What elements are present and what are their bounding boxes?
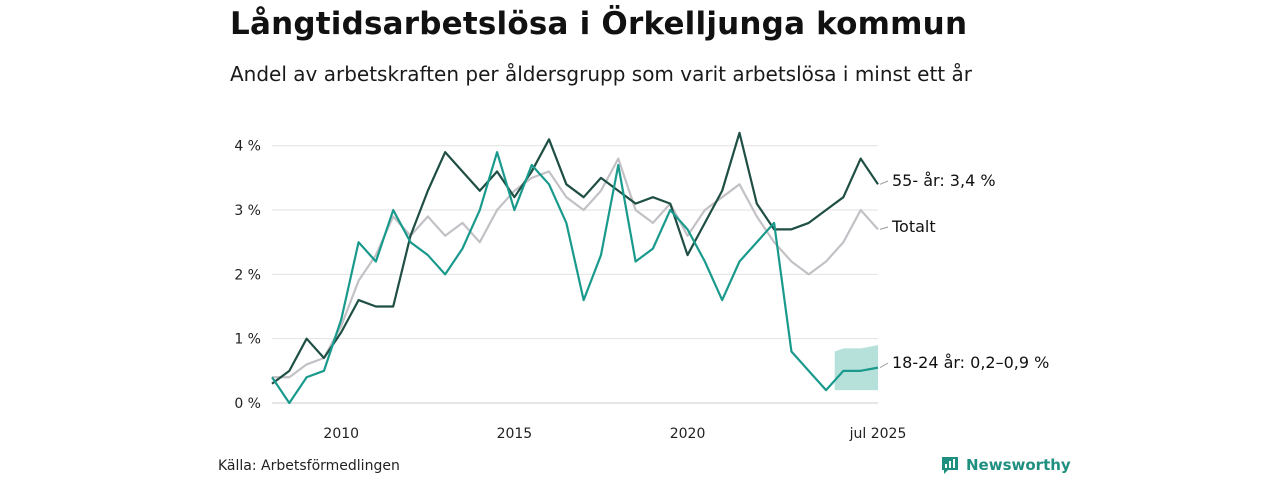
source-note: Källa: Arbetsförmedlingen (218, 458, 400, 474)
x-tick-label: 2020 (670, 426, 706, 442)
y-tick-label: 4 % (234, 139, 261, 155)
y-tick-label: 0 % (234, 396, 261, 412)
chart-subtitle: Andel av arbetskraften per åldersgrupp s… (230, 62, 972, 86)
series-line-18-24 (271, 151, 879, 405)
y-tick-label: 3 % (234, 203, 261, 219)
y-tick-label: 1 % (234, 332, 261, 348)
brand-logo: Newsworthy (940, 455, 1071, 475)
label-leader-totalt (879, 226, 889, 230)
brand-name: Newsworthy (966, 456, 1071, 474)
series-end-label-55plus: 55- år: 3,4 % (892, 171, 996, 190)
x-tick-label: jul 2025 (849, 426, 907, 442)
newsworthy-icon (942, 457, 958, 474)
series-end-label-totalt: Totalt (891, 217, 936, 236)
y-tick-label: 2 % (234, 267, 261, 283)
chart-title: Långtidsarbetslösa i Örkelljunga kommun (230, 6, 968, 42)
series-end-label-18-24: 18-24 år: 0,2–0,9 % (892, 353, 1049, 372)
label-leader-18-24 (879, 362, 889, 369)
x-tick-label: 2010 (323, 426, 359, 442)
label-leader-55plus (879, 180, 889, 185)
series-line-55plus (271, 131, 879, 385)
x-tick-label: 2015 (497, 426, 533, 442)
uncertainty-band-18-24 (834, 345, 878, 391)
